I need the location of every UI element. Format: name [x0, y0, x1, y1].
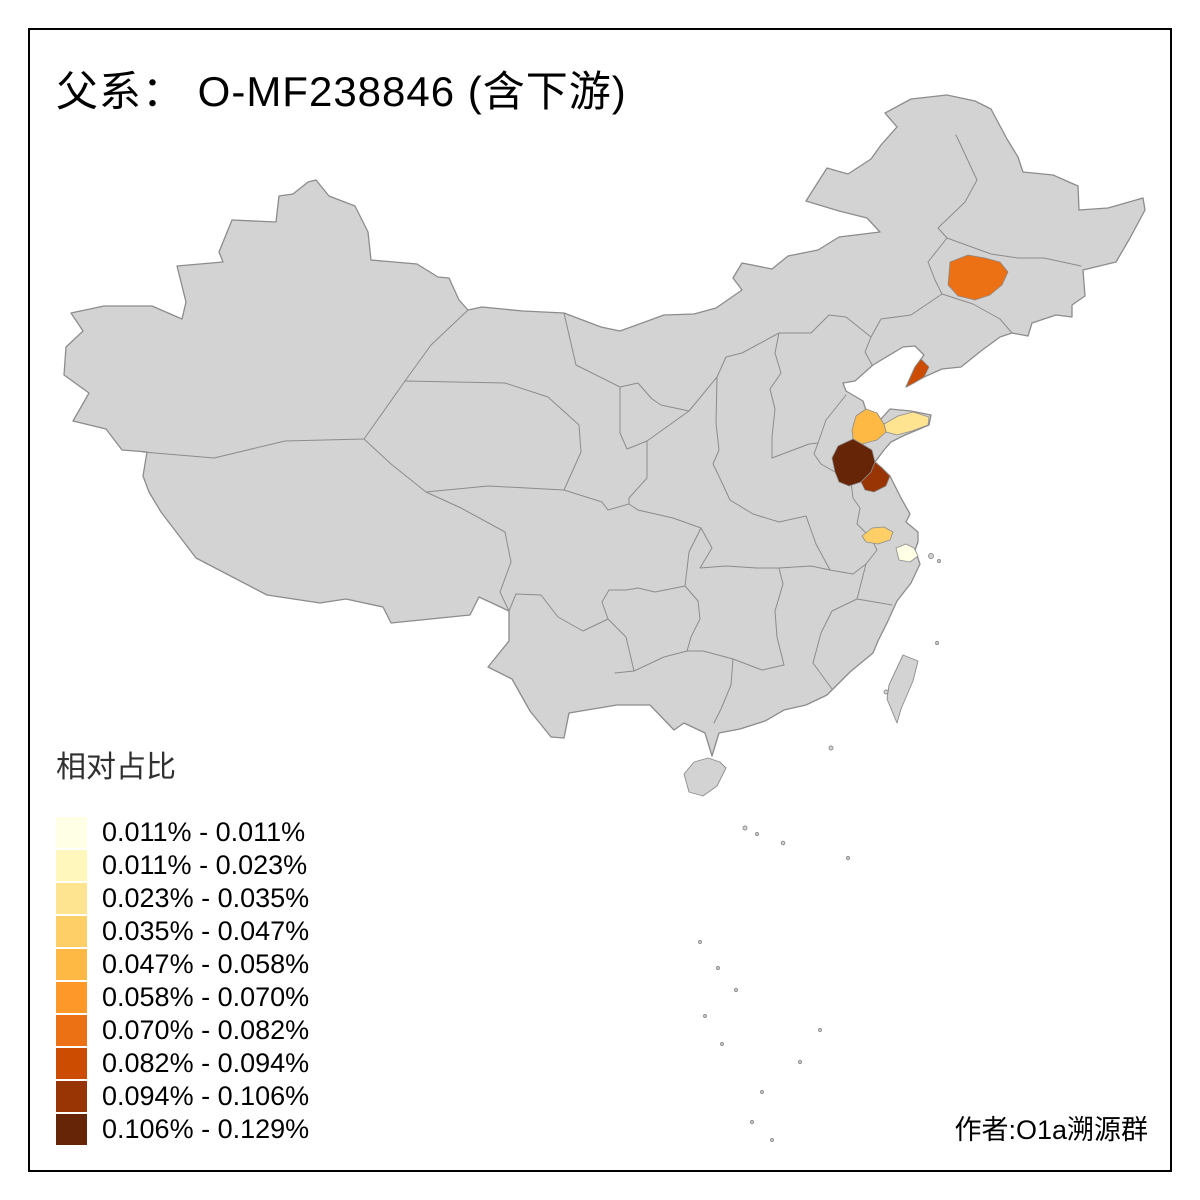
small-island [935, 641, 939, 645]
province-border [699, 537, 878, 575]
region-jiangnan-suzhou-area [895, 543, 919, 563]
legend-label: 0.011% - 0.023% [102, 850, 308, 880]
legend-row: 0.023% - 0.035% [56, 882, 309, 915]
small-island [698, 940, 702, 944]
islands [683, 553, 941, 1142]
legend-row: 0.094% - 0.106% [56, 1080, 309, 1113]
province-border [849, 473, 872, 539]
small-island [760, 1090, 764, 1094]
legend-swatch [56, 1015, 87, 1046]
province-border [927, 237, 948, 295]
small-island [818, 1028, 822, 1032]
hainan-island [683, 757, 727, 797]
province-border [601, 585, 686, 603]
legend-row: 0.106% - 0.129% [56, 1113, 309, 1146]
region-shandong-linyi-area [831, 438, 876, 487]
legend: 相对占比 0.011% - 0.011% 0.011% - 0.023% 0.023… [56, 742, 309, 1146]
legend-label: 0.070% - 0.082% [102, 1015, 310, 1045]
region-liaodong-dalian-area [905, 358, 930, 388]
small-island [937, 559, 941, 563]
region-shandong-yantai-weihai-area [883, 411, 930, 436]
legend-swatch [56, 916, 87, 947]
province-border [864, 336, 873, 366]
legend-row: 0.011% - 0.011% [56, 816, 309, 849]
small-island [720, 1042, 724, 1046]
region-jiangsu-taizhou-area [861, 526, 894, 545]
province-border [946, 237, 1082, 267]
small-island [846, 856, 850, 860]
province-border [563, 293, 943, 412]
province-border [404, 380, 582, 493]
small-island [883, 689, 889, 695]
legend-row: 0.058% - 0.070% [56, 981, 309, 1014]
small-island [828, 745, 834, 751]
legend-label: 0.082% - 0.094% [102, 1048, 310, 1078]
legend-swatch [56, 883, 87, 914]
page-title: 父系： O-MF238846 (含下游) [56, 68, 627, 115]
region-jiangsu-lianyungang-area [860, 461, 891, 493]
province-border [812, 598, 858, 690]
legend-label: 0.011% - 0.011% [102, 817, 306, 847]
legend-rows: 0.011% - 0.011% 0.011% - 0.023% 0.023% - 0… [56, 816, 309, 1146]
province-border [508, 593, 635, 672]
province-border [712, 376, 720, 471]
legend-row: 0.082% - 0.094% [56, 1047, 309, 1080]
legend-swatch [56, 982, 87, 1013]
province-border [715, 469, 807, 523]
small-island [742, 825, 748, 831]
small-island [703, 1014, 707, 1018]
legend-label: 0.023% - 0.035% [102, 883, 310, 913]
legend-swatch [56, 949, 87, 980]
province-border [672, 517, 702, 652]
province-border [619, 386, 690, 450]
province-border [363, 438, 512, 612]
small-island [716, 966, 720, 970]
small-island [780, 840, 786, 846]
legend-row: 0.070% - 0.082% [56, 1014, 309, 1047]
highlight-regions [831, 254, 1009, 563]
province-border [628, 440, 648, 505]
legend-label: 0.047% - 0.058% [102, 949, 310, 979]
legend-label: 0.058% - 0.070% [102, 982, 310, 1012]
small-island [798, 1060, 802, 1064]
province-border [937, 134, 978, 239]
map-layer [63, 94, 1146, 1142]
small-island [770, 1138, 774, 1142]
province-border [614, 650, 734, 674]
small-island [734, 988, 738, 992]
attribution-text: 作者:O1a溯源群 [954, 1115, 1148, 1145]
legend-swatch [56, 1081, 87, 1112]
legend-row: 0.047% - 0.058% [56, 948, 309, 981]
legend-label: 0.106% - 0.129% [102, 1114, 310, 1144]
province-border [941, 293, 1013, 334]
legend-row: 0.011% - 0.023% [56, 849, 309, 882]
legend-swatch [56, 1048, 87, 1079]
province-border [732, 658, 785, 671]
small-island [750, 1120, 754, 1124]
legend-label: 0.035% - 0.047% [102, 916, 310, 946]
province-border [805, 515, 831, 571]
province-border [699, 527, 713, 569]
province-border [774, 567, 785, 666]
taiwan-island [886, 654, 919, 724]
province-border [563, 489, 674, 519]
province-border [601, 601, 609, 620]
mainland-china-shape [63, 94, 1146, 757]
legend-title: 相对占比 [56, 751, 176, 784]
small-island [755, 832, 759, 836]
legend-swatch [56, 1114, 87, 1145]
legend-row: 0.035% - 0.047% [56, 915, 309, 948]
province-borders [142, 134, 1082, 724]
small-island [928, 553, 934, 559]
legend-label: 0.094% - 0.106% [102, 1081, 310, 1111]
region-northeast-changchun-area [947, 254, 1009, 301]
province-border [769, 332, 782, 459]
province-border [713, 658, 734, 724]
legend-swatch [56, 817, 87, 848]
legend-swatch [56, 850, 87, 881]
